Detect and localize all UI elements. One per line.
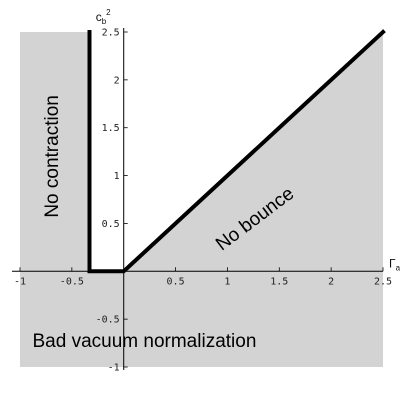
y-tick-label: -0.5 xyxy=(96,315,120,326)
x-tick-label: 0.5 xyxy=(167,276,185,287)
x-axis-label-sub: a xyxy=(396,263,401,272)
x-tick-label: 2.5 xyxy=(374,276,392,287)
x-tick-label: 2 xyxy=(328,276,334,287)
y-tick-label: 0.5 xyxy=(102,219,120,230)
axis-labels: Γa cb2 xyxy=(96,8,401,272)
y-axis-label-sup: 2 xyxy=(106,8,111,17)
y-axis-label-base: c xyxy=(96,10,102,24)
no-bounce-region xyxy=(123,32,383,272)
no-contraction-region xyxy=(20,32,90,272)
y-axis-label: cb2 xyxy=(96,8,111,26)
y-tick-label: -1 xyxy=(108,363,120,374)
y-tick-label: 2 xyxy=(114,75,120,86)
boundary-line xyxy=(87,29,386,274)
shaded-regions xyxy=(20,32,383,367)
x-tick-label: 1.5 xyxy=(270,276,288,287)
y-axis-label-sub: b xyxy=(102,17,107,26)
x-tick-label: 1 xyxy=(224,276,230,287)
axes xyxy=(12,28,383,370)
x-axis-label-base: Γ xyxy=(389,256,396,270)
x-tick-label: -1 xyxy=(14,276,26,287)
no-contraction-label: No contraction xyxy=(42,95,63,218)
bad-vacuum-label: Bad vacuum normalization xyxy=(33,331,257,352)
ticks: -1 -0.5 0.5 1 1.5 2 2.5 -1 -0.5 0.5 1 1.5 2 2.5 xyxy=(14,28,392,374)
x-axis-label: Γa xyxy=(389,256,401,272)
y-tick-label: 2.5 xyxy=(102,28,120,39)
bad-vacuum-region xyxy=(20,271,383,367)
x-tick-label: -0.5 xyxy=(60,276,84,287)
boundary-layer xyxy=(87,29,386,274)
y-tick-label: 1 xyxy=(114,171,120,182)
y-tick-label: 1.5 xyxy=(102,123,120,134)
